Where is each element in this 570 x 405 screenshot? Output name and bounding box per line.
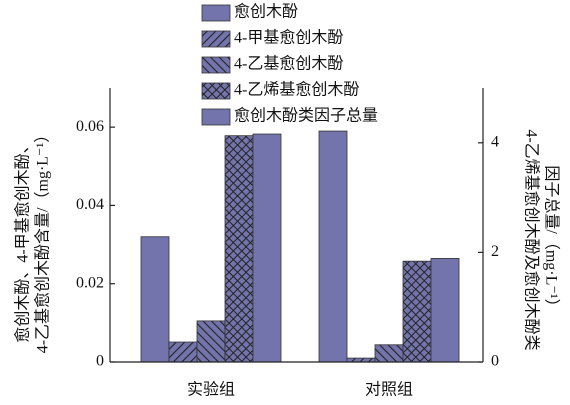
y-tick-label: 0.06 <box>76 118 104 135</box>
y-axis-label: 4-乙基愈创木酚含量/（mg·L⁻¹） <box>34 127 52 354</box>
y-axis-label: 愈创木酚、4-甲基愈创木酚、 <box>14 137 32 342</box>
bar <box>318 130 348 363</box>
x-tick-label: 对照组 <box>365 381 413 399</box>
legend-swatch <box>201 56 231 74</box>
legend-swatch <box>201 4 231 22</box>
y2-axis-label: 因子总量/（mg·L⁻¹） <box>542 165 560 314</box>
bar <box>252 133 282 363</box>
bar <box>168 341 198 363</box>
y2-axis-label: 4-乙烯基愈创木酚及愈创木酚类 <box>522 129 540 350</box>
bar <box>374 344 404 363</box>
legend-swatch <box>201 30 231 48</box>
y-tick-label: 0 <box>96 353 104 370</box>
legend-label: 4-乙基愈创木酚 <box>234 55 343 73</box>
legend-label: 4-乙烯基愈创木酚 <box>234 81 359 99</box>
y2-tick-label: 2 <box>491 243 499 260</box>
bar <box>430 258 460 363</box>
legend-label: 愈创木酚 <box>234 3 298 21</box>
legend-background <box>196 0 436 130</box>
legend-label: 4-甲基愈创木酚 <box>234 29 343 47</box>
y2-tick-label: 4 <box>491 133 499 150</box>
bar <box>196 320 226 363</box>
legend-label: 愈创木酚类因子总量 <box>234 107 378 125</box>
x-tick-label: 实验组 <box>187 381 235 399</box>
y-tick-label: 0.02 <box>76 274 104 291</box>
y-tick-label: 0.04 <box>76 196 104 213</box>
legend-swatch <box>201 82 231 100</box>
y2-tick-label: 0 <box>491 353 499 370</box>
bar <box>140 236 170 363</box>
bar <box>224 135 254 363</box>
legend-swatch <box>201 108 231 126</box>
bar <box>402 260 432 363</box>
